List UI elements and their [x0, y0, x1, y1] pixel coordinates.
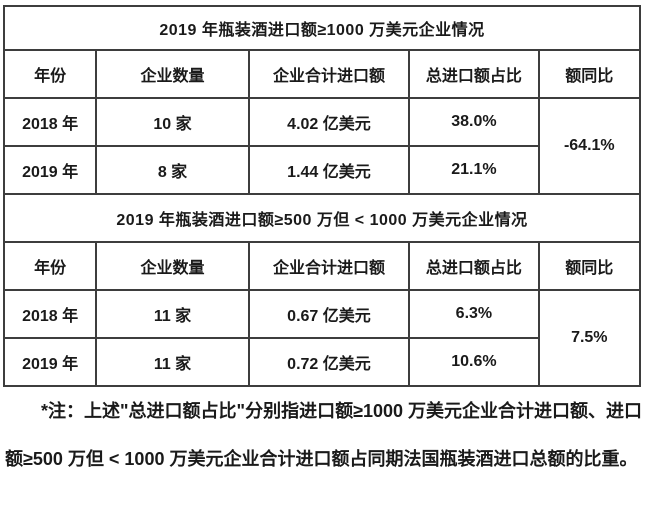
- table2-row-2018: 2018 年 11 家 0.67 亿美元 6.3% 7.5%: [2, 289, 642, 387]
- cell-share: 38.0%: [408, 97, 540, 147]
- cell-companies: 11 家: [95, 289, 250, 339]
- table1-header-share: 总进口额占比: [408, 49, 540, 99]
- table1-row-2019: 2019 年 8 家 1.44 亿美元 21.1%: [2, 145, 640, 195]
- footnote-text: *注：上述"总进口额占比"分别指进口额≥1000 万美元企业合计进口额、进口额≥…: [5, 401, 642, 469]
- cell-share: 6.3%: [408, 289, 540, 339]
- cell-total-import: 0.72 亿美元: [247, 337, 411, 387]
- cell-year: 2018 年: [2, 289, 98, 339]
- table1-row-2018: 2018 年 10 家 4.02 亿美元 38.0% -64.1%: [2, 97, 642, 195]
- cell-share: 10.6%: [408, 337, 540, 387]
- table2-row-2019: 2019 年 11 家 0.72 亿美元 10.6%: [2, 337, 640, 387]
- cell-total-import: 1.44 亿美元: [247, 145, 411, 195]
- table2-header-totalimport: 企业合计进口额: [247, 241, 411, 291]
- table1-header-totalimport: 企业合计进口额: [247, 49, 411, 99]
- table2-header-companies: 企业数量: [95, 241, 250, 291]
- cell-share: 21.1%: [408, 145, 540, 195]
- cell-year: 2019 年: [2, 337, 98, 387]
- table2-header-yoy: 额同比: [537, 241, 642, 291]
- table1-header-year: 年份: [2, 49, 98, 99]
- cell-year: 2018 年: [2, 97, 98, 147]
- cell-yoy-merged: 7.5%: [537, 289, 642, 387]
- wine-import-table: 2019 年瓶装酒进口额≥1000 万美元企业情况 年份 企业数量 企业合计进口…: [2, 5, 642, 387]
- table1-title: 2019 年瓶装酒进口额≥1000 万美元企业情况: [3, 5, 641, 51]
- table2-title: 2019 年瓶装酒进口额≥500 万但 < 1000 万美元企业情况: [3, 193, 641, 243]
- table1-header-row: 年份 企业数量 企业合计进口额 总进口额占比 额同比: [2, 49, 642, 99]
- page: 2019 年瓶装酒进口额≥1000 万美元企业情况 年份 企业数量 企业合计进口…: [0, 5, 650, 516]
- cell-year: 2019 年: [2, 145, 98, 195]
- table1-header-companies: 企业数量: [95, 49, 250, 99]
- table2-header-row: 年份 企业数量 企业合计进口额 总进口额占比 额同比: [2, 241, 642, 291]
- cell-companies: 11 家: [95, 337, 250, 387]
- table2-header-year: 年份: [2, 241, 98, 291]
- table1-header-yoy: 额同比: [537, 49, 642, 99]
- cell-companies: 10 家: [95, 97, 250, 147]
- cell-yoy-merged: -64.1%: [537, 97, 642, 195]
- table2-header-share: 总进口额占比: [408, 241, 540, 291]
- cell-total-import: 4.02 亿美元: [247, 97, 411, 147]
- table1-title-row: 2019 年瓶装酒进口额≥1000 万美元企业情况: [3, 5, 641, 51]
- cell-companies: 8 家: [95, 145, 250, 195]
- table2-title-row: 2019 年瓶装酒进口额≥500 万但 < 1000 万美元企业情况: [3, 193, 641, 243]
- cell-total-import: 0.67 亿美元: [247, 289, 411, 339]
